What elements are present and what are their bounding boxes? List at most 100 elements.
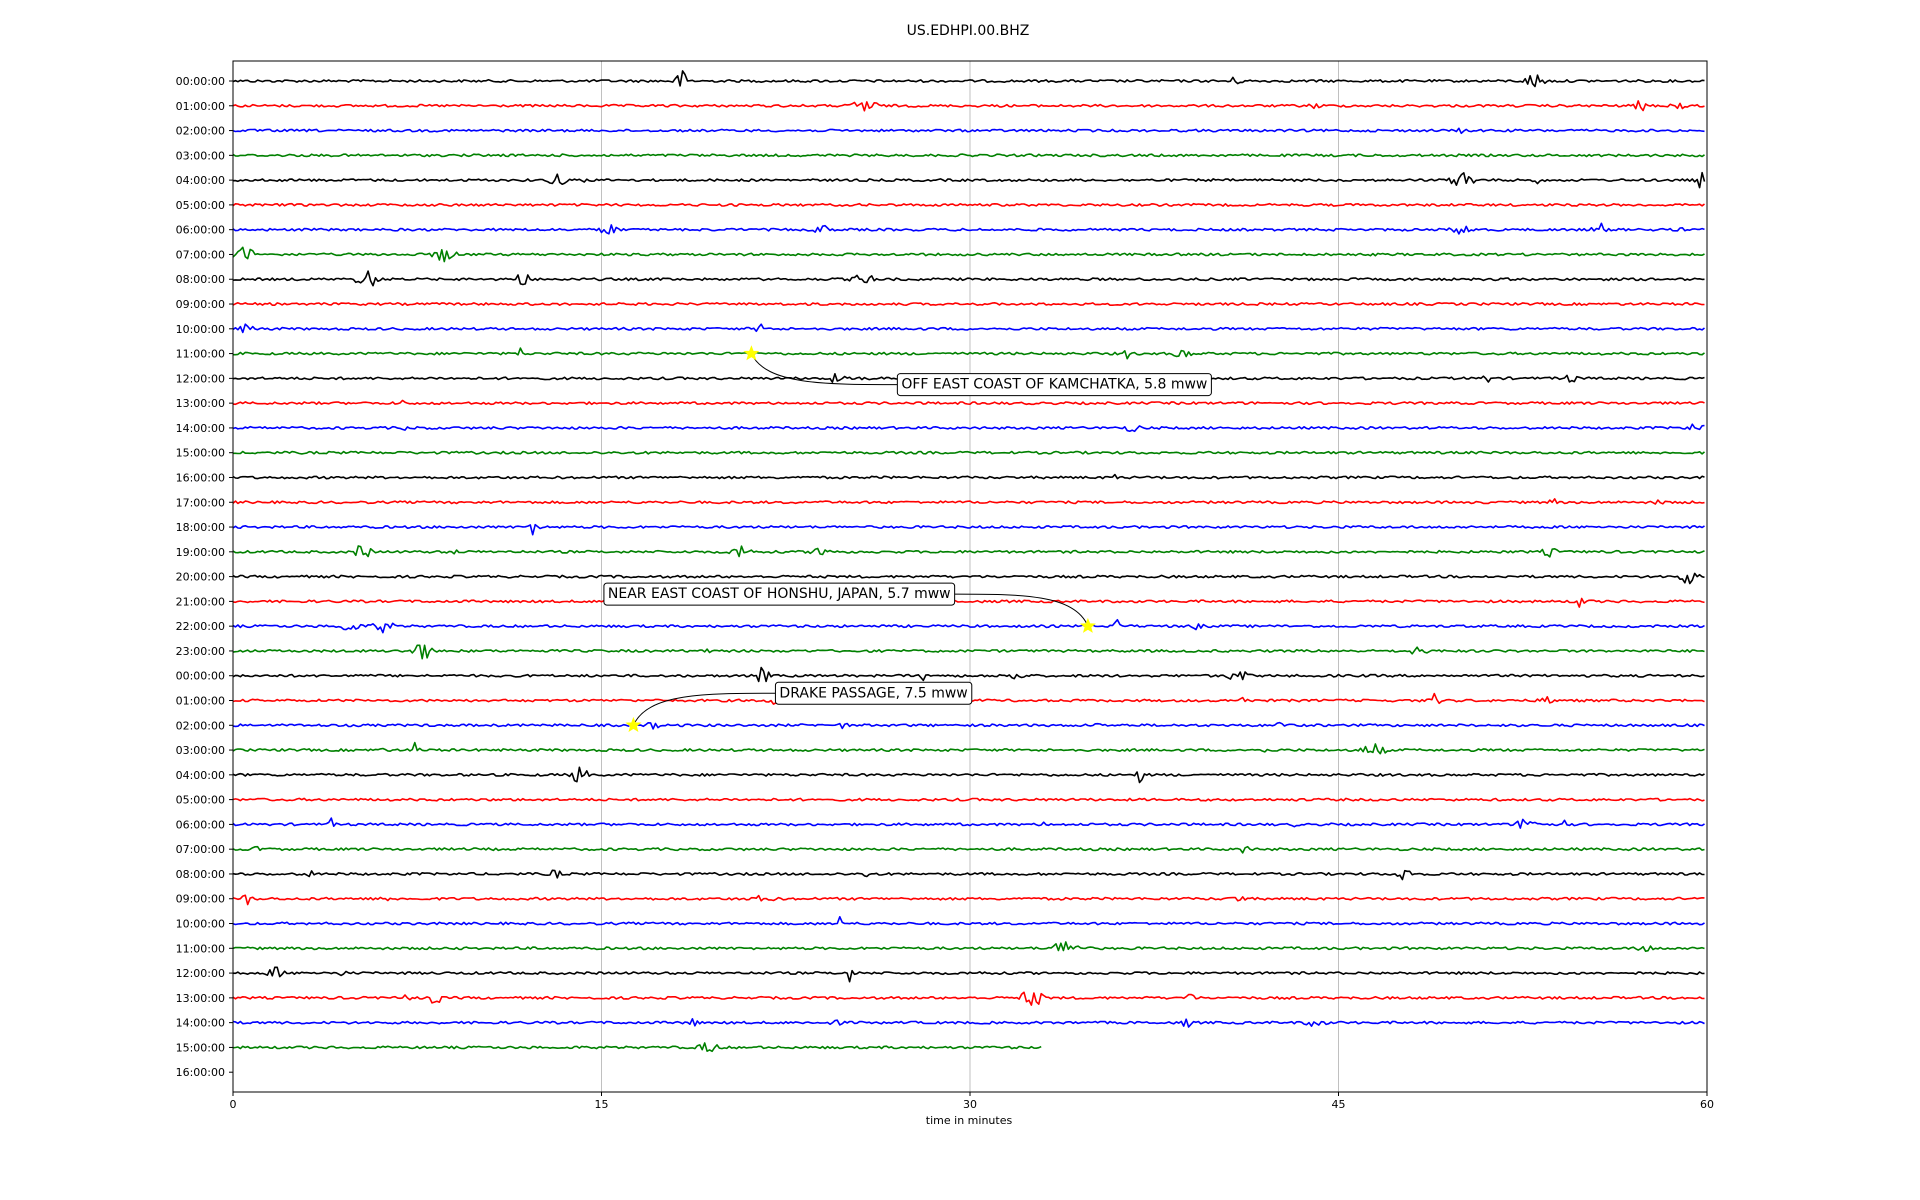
event-annotation: OFF EAST COAST OF KAMCHATKA, 5.8 mww [743, 345, 1212, 397]
y-tick-label: 16:00:00 [176, 471, 225, 484]
trace-line [232, 991, 1705, 1006]
y-tick-label: 21:00:00 [176, 595, 225, 608]
y-tick-label: 03:00:00 [176, 149, 225, 162]
trace-line [232, 202, 1705, 207]
y-tick-label: 09:00:00 [176, 298, 225, 311]
trace-line [232, 916, 1705, 926]
y-tick-label: 13:00:00 [176, 397, 225, 410]
y-tick-label: 02:00:00 [176, 125, 225, 138]
trace-line [232, 817, 1705, 829]
event-label: DRAKE PASSAGE, 7.5 mww [779, 685, 967, 701]
trace-line [232, 797, 1705, 802]
event-label-box [774, 681, 973, 705]
trace-line [232, 545, 1705, 558]
x-tick-label: 45 [1332, 1098, 1346, 1111]
y-tick-label: 08:00:00 [176, 273, 225, 286]
event-label-box [896, 373, 1212, 397]
trace-line [232, 473, 1705, 480]
trace-line [232, 153, 1705, 158]
y-tick-label: 00:00:00 [176, 75, 225, 88]
y-tick-label: 18:00:00 [176, 521, 225, 534]
y-tick-label: 16:00:00 [176, 1066, 225, 1079]
y-tick-label: 10:00:00 [176, 323, 225, 336]
trace-line [232, 222, 1705, 235]
y-tick-label: 11:00:00 [176, 942, 225, 955]
y-tick-label: 14:00:00 [176, 1017, 225, 1030]
y-tick-label: 11:00:00 [176, 348, 225, 361]
y-tick-label: 01:00:00 [176, 100, 225, 113]
y-tick-label: 07:00:00 [176, 843, 225, 856]
event-label: OFF EAST COAST OF KAMCHATKA, 5.8 mww [901, 377, 1207, 393]
y-tick-label: 00:00:00 [176, 670, 225, 683]
y-tick-label: 14:00:00 [176, 422, 225, 435]
y-tick-label: 22:00:00 [176, 620, 225, 633]
x-axis: 0 15 30 45 60 [230, 1092, 1714, 1111]
trace-line [232, 618, 1705, 634]
trace-line [232, 766, 1705, 784]
y-axis: 00:00:00 01:00:00 02:00:00 03:00:00 04:00:00… [176, 75, 233, 1079]
event-label-box [603, 582, 956, 606]
y-tick-label: 15:00:00 [176, 1041, 225, 1054]
event-connector [750, 353, 898, 386]
x-tick-label: 30 [963, 1098, 977, 1111]
x-axis-label: time in minutes [926, 1114, 1013, 1127]
trace-line [232, 597, 1705, 608]
trace-line [232, 323, 1705, 334]
event-star-marker [1079, 617, 1096, 633]
event-annotations: OFF EAST COAST OF KAMCHATKA, 5.8 mww NEAR… [603, 345, 1212, 733]
trace-line [232, 966, 1705, 983]
y-tick-label: 09:00:00 [176, 893, 225, 906]
y-tick-label: 08:00:00 [176, 868, 225, 881]
y-tick-label: 12:00:00 [176, 967, 225, 980]
trace-line [232, 423, 1705, 433]
traces [232, 70, 1706, 1053]
trace-line [232, 399, 1705, 406]
trace-line [232, 1042, 1042, 1053]
trace-line [233, 450, 1706, 455]
y-tick-label: 05:00:00 [176, 794, 225, 807]
x-tick-label: 15 [595, 1098, 609, 1111]
y-tick-label: 20:00:00 [176, 571, 225, 584]
y-tick-label: 15:00:00 [176, 447, 225, 460]
y-tick-label: 13:00:00 [176, 992, 225, 1005]
trace-line [232, 666, 1705, 683]
y-tick-label: 06:00:00 [176, 224, 225, 237]
y-tick-label: 04:00:00 [176, 769, 225, 782]
event-label: NEAR EAST COAST OF HONSHU, JAPAN, 5.7 mw… [608, 586, 951, 602]
trace-line [232, 845, 1705, 854]
trace-line [232, 644, 1705, 660]
y-tick-label: 12:00:00 [176, 372, 225, 385]
y-tick-label: 19:00:00 [176, 546, 225, 559]
event-star-marker [743, 345, 760, 361]
y-tick-label: 23:00:00 [176, 645, 225, 658]
y-tick-label: 01:00:00 [176, 695, 225, 708]
y-tick-label: 03:00:00 [176, 744, 225, 757]
y-tick-label: 10:00:00 [176, 918, 225, 931]
x-tick-label: 0 [230, 1098, 237, 1111]
trace-line [232, 100, 1705, 112]
y-tick-label: 07:00:00 [176, 248, 225, 261]
trace-line [232, 1018, 1705, 1028]
event-annotation: NEAR EAST COAST OF HONSHU, JAPAN, 5.7 mw… [603, 582, 1096, 633]
x-tick-label: 60 [1700, 1098, 1714, 1111]
trace-line [232, 171, 1706, 189]
trace-line [232, 869, 1705, 881]
trace-line [232, 721, 1705, 730]
y-tick-label: 05:00:00 [176, 199, 225, 212]
trace-line [232, 246, 1705, 263]
trace-line [232, 523, 1705, 536]
trace-line [232, 498, 1705, 505]
trace-line [232, 270, 1705, 287]
trace-line [232, 572, 1705, 585]
trace-line [232, 302, 1705, 306]
y-tick-label: 04:00:00 [176, 174, 225, 187]
trace-line [232, 70, 1705, 88]
event-connector [954, 593, 1089, 627]
event-annotation: DRAKE PASSAGE, 7.5 mww [625, 681, 973, 733]
event-star-marker [625, 716, 642, 733]
trace-line [233, 347, 1705, 360]
trace-line [232, 941, 1705, 952]
y-tick-label: 02:00:00 [176, 719, 225, 732]
trace-line [232, 127, 1705, 135]
